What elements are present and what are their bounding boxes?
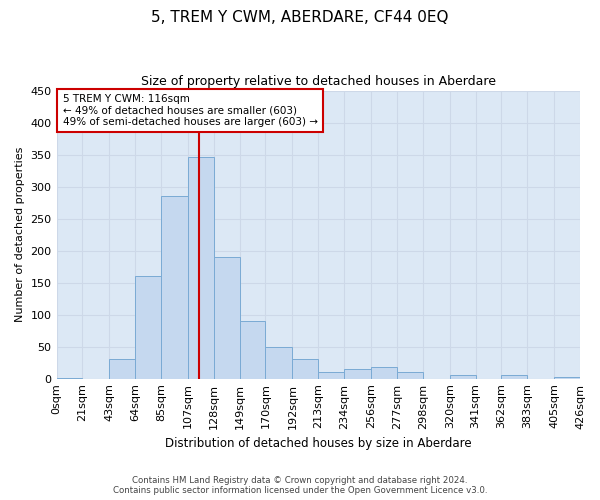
Bar bbox=[344, 369, 371, 378]
Bar bbox=[214, 257, 239, 378]
Text: 5 TREM Y CWM: 116sqm
← 49% of detached houses are smaller (603)
49% of semi-deta: 5 TREM Y CWM: 116sqm ← 49% of detached h… bbox=[62, 94, 317, 127]
X-axis label: Distribution of detached houses by size in Aberdare: Distribution of detached houses by size … bbox=[165, 437, 472, 450]
Text: 5, TREM Y CWM, ABERDARE, CF44 0EQ: 5, TREM Y CWM, ABERDARE, CF44 0EQ bbox=[151, 10, 449, 25]
Title: Size of property relative to detached houses in Aberdare: Size of property relative to detached ho… bbox=[141, 75, 496, 88]
Text: Contains HM Land Registry data © Crown copyright and database right 2024.
Contai: Contains HM Land Registry data © Crown c… bbox=[113, 476, 487, 495]
Bar bbox=[188, 156, 214, 378]
Bar bbox=[135, 276, 161, 378]
Bar bbox=[109, 360, 135, 378]
Bar bbox=[502, 376, 527, 378]
Bar bbox=[397, 372, 423, 378]
Bar bbox=[371, 367, 397, 378]
Y-axis label: Number of detached properties: Number of detached properties bbox=[15, 147, 25, 322]
Bar bbox=[161, 196, 188, 378]
Bar bbox=[318, 372, 344, 378]
Bar bbox=[239, 321, 265, 378]
Bar bbox=[450, 376, 476, 378]
Bar bbox=[265, 346, 292, 378]
Bar bbox=[292, 360, 318, 378]
